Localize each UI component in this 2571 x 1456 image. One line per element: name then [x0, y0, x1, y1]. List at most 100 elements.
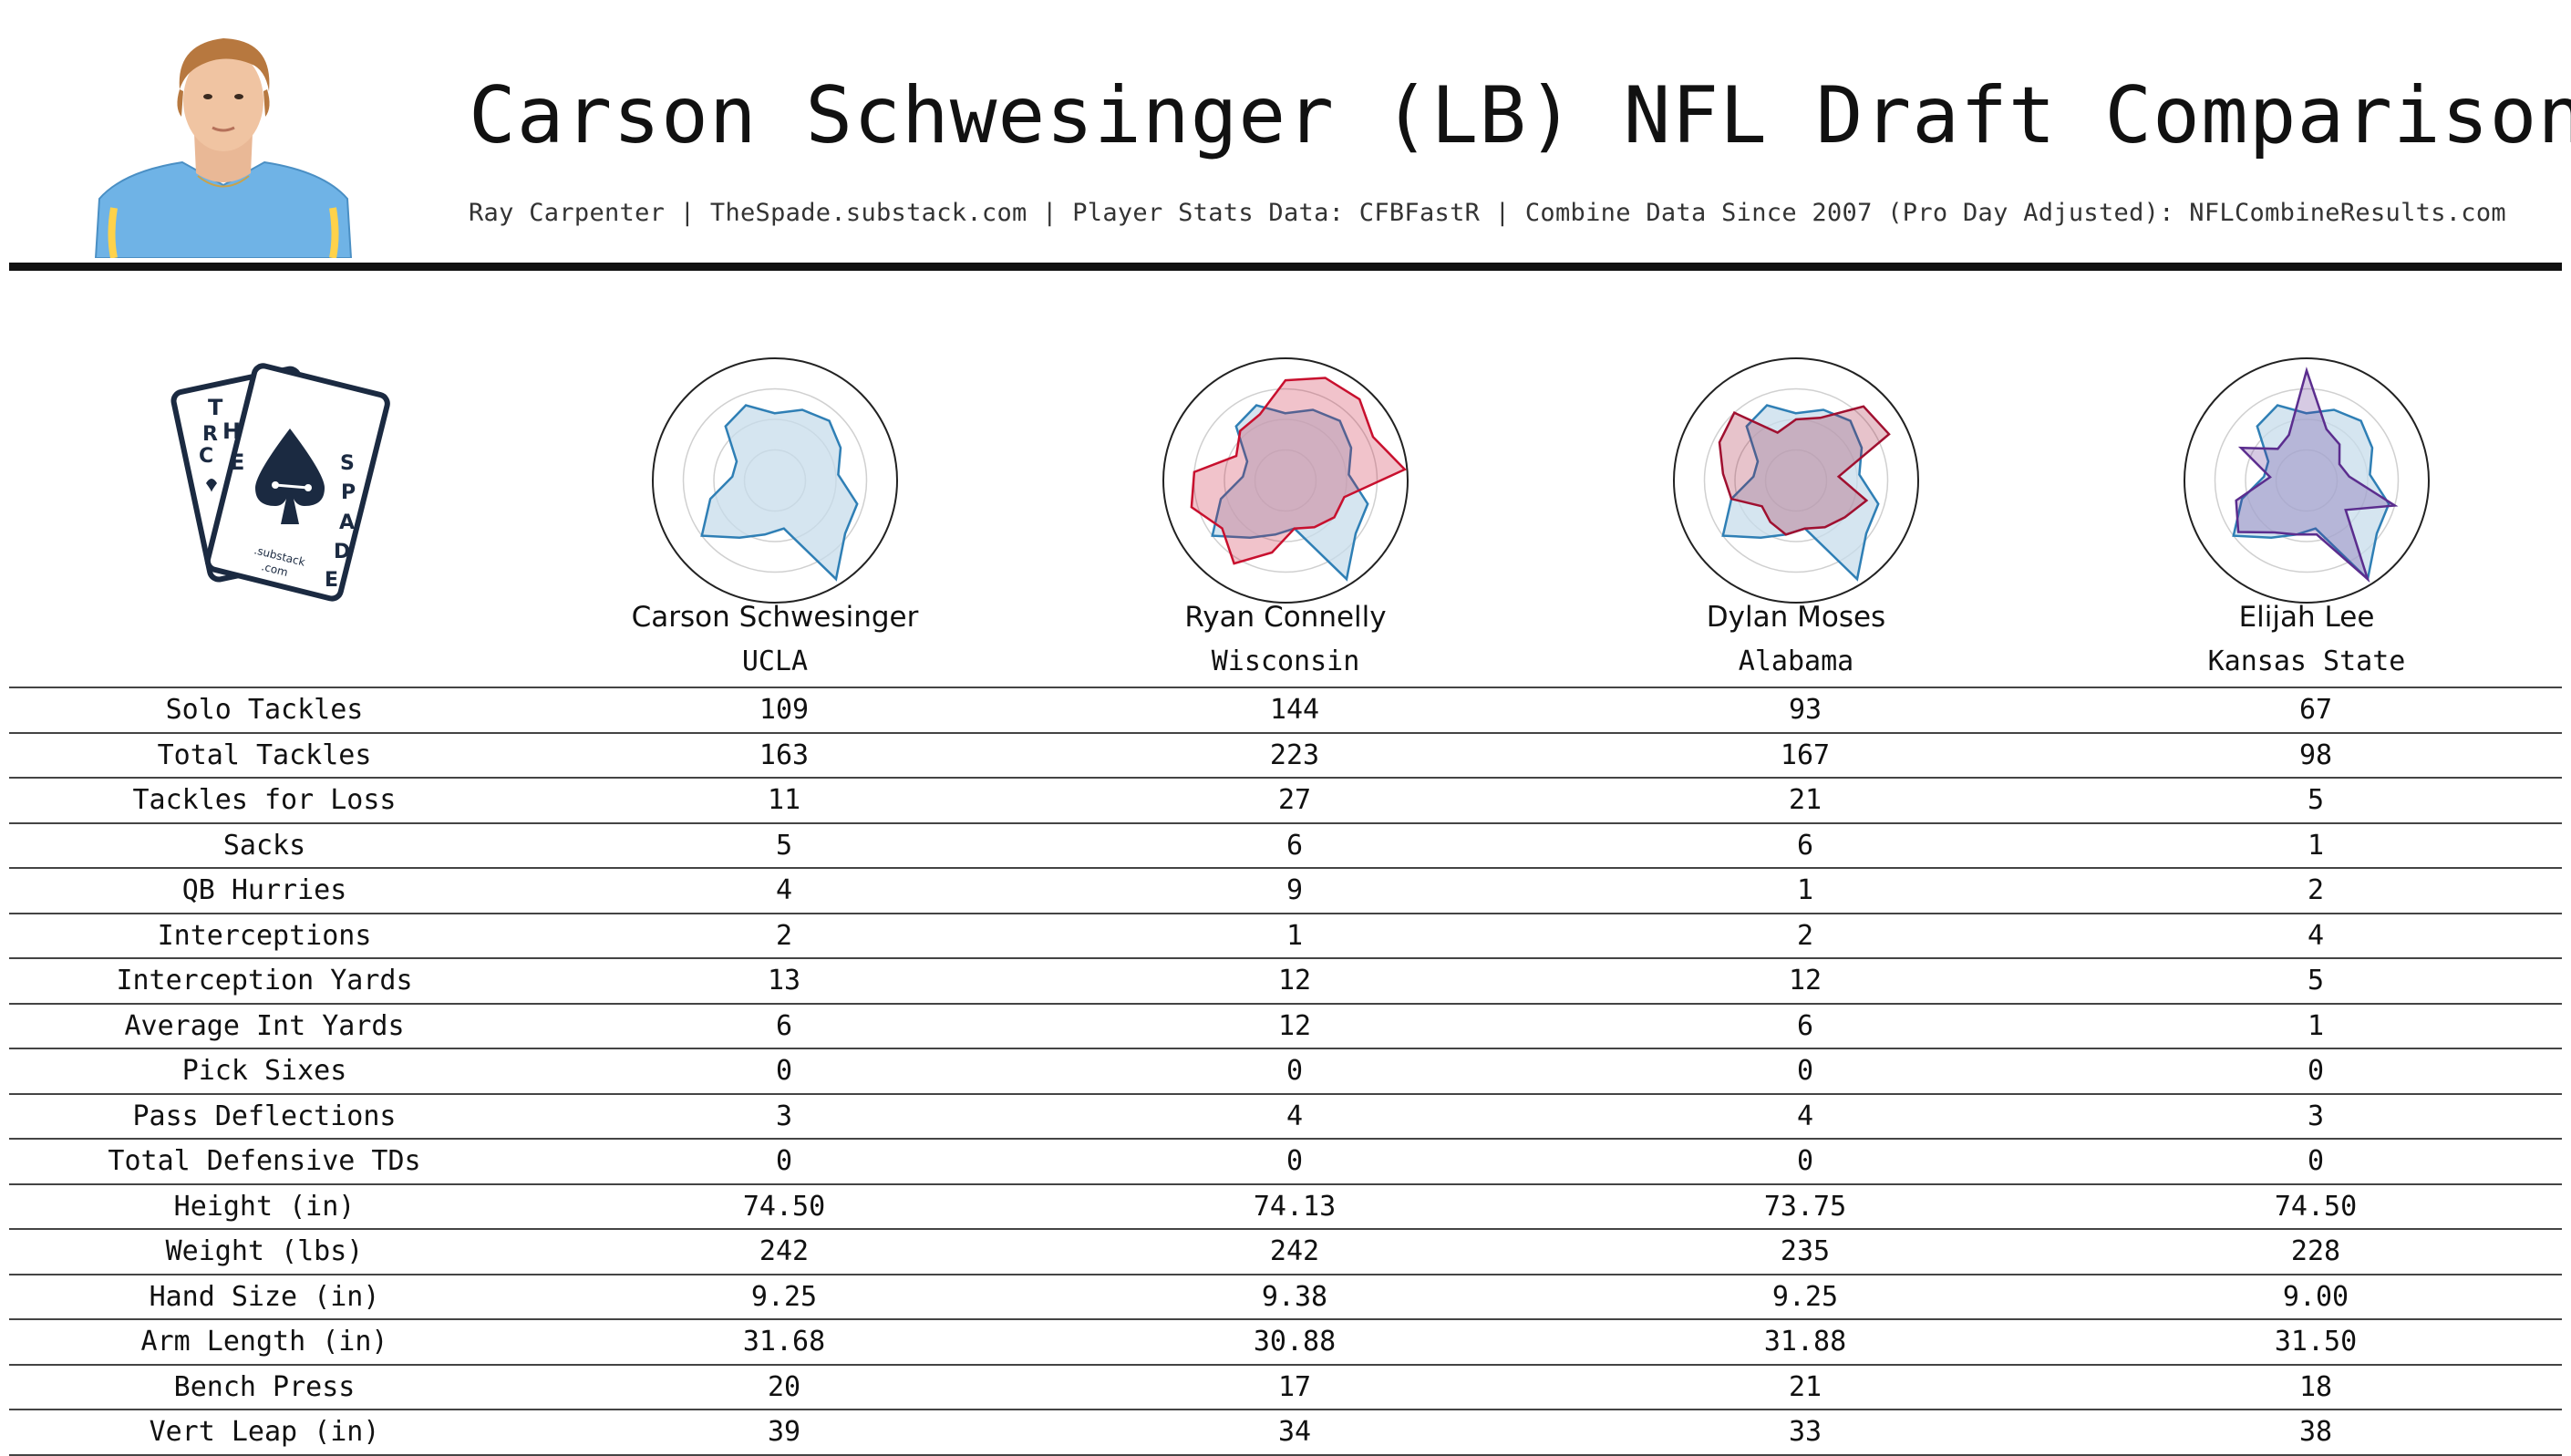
radar-grid-ring	[2214, 387, 2400, 573]
table-cell: 2	[2307, 874, 2325, 906]
row-label: Vert Leap (in)	[149, 1416, 380, 1448]
row-label: Average Int Yards	[124, 1009, 405, 1042]
table-cell: 1	[2307, 1009, 2325, 1042]
table-cell: 1	[1286, 919, 1304, 952]
row-label: Weight (lbs)	[165, 1235, 364, 1267]
table-cell: 2	[1796, 919, 1814, 952]
row-label: Bench Press	[173, 1370, 356, 1403]
svg-text:E: E	[325, 569, 338, 592]
svg-text:D: D	[334, 541, 350, 563]
table-cell: 1	[1796, 874, 1814, 906]
svg-text:.com: .com	[260, 560, 289, 579]
table-row: Total Defensive TDs 0 0 0 0	[9, 1138, 2562, 1183]
table-row: Vert Leap (in) 39 34 33 38	[9, 1409, 2562, 1456]
table-cell: 12	[1277, 965, 1312, 996]
table-cell: 4	[2307, 919, 2325, 952]
row-label: Pick Sixes	[181, 1055, 347, 1087]
header-divider	[9, 263, 2562, 271]
page-title: Carson Schwesinger (LB) NFL Draft Compar…	[469, 70, 2571, 161]
table-cell: 235	[1780, 1235, 1831, 1267]
table-cell: 30.88	[1253, 1326, 1337, 1358]
table-cell: 13	[767, 965, 801, 996]
row-label: Arm Length (in)	[140, 1326, 388, 1358]
table-cell: 4	[1796, 1100, 1814, 1132]
table-cell: 2	[775, 919, 793, 952]
table-row: Bench Press 20 17 21 18	[9, 1363, 2562, 1410]
table-row: Interception Yards 13 12 12 5	[9, 957, 2562, 1003]
table-cell: 3	[775, 1100, 793, 1132]
table-cell: 74.13	[1253, 1190, 1337, 1223]
table-cell: 67	[2298, 694, 2333, 726]
row-label: Interception Yards	[116, 965, 413, 996]
table-cell: 167	[1780, 738, 1831, 771]
radar-chart-3	[1667, 351, 1926, 610]
table-cell: 27	[1277, 784, 1312, 816]
table-cell: 109	[759, 694, 810, 726]
row-label: Total Tackles	[157, 738, 372, 771]
table-row: Pass Deflections 3 4 4 3	[9, 1092, 2562, 1139]
table-cell: 4	[1286, 1100, 1304, 1132]
the-spade-logo: T R C H E S P A D E .substack .com	[155, 342, 410, 615]
table-cell: 163	[759, 738, 810, 771]
table-cell: 228	[2290, 1235, 2341, 1267]
table-row: Pick Sixes 0 0 0 0	[9, 1048, 2562, 1093]
table-cell: 9.00	[2282, 1280, 2349, 1313]
table-cell: 6	[775, 1009, 793, 1042]
table-cell: 223	[1269, 738, 1320, 771]
table-cell: 9.25	[1771, 1280, 1839, 1313]
table-cell: 39	[767, 1416, 801, 1448]
table-cell: 0	[2307, 1055, 2325, 1087]
table-cell: 0	[775, 1145, 793, 1177]
row-label: Total Defensive TDs	[108, 1145, 421, 1177]
table-row: Solo Tackles 109 144 93 67	[9, 687, 2562, 732]
svg-text:E: E	[230, 449, 244, 475]
table-cell: 12	[1788, 965, 1822, 996]
table-cell: 0	[2307, 1145, 2325, 1177]
player-school: Wisconsin	[1211, 645, 1360, 677]
radar-chart-4	[2177, 351, 2436, 610]
table-cell: 9.25	[750, 1280, 818, 1313]
table-cell: 31.50	[2274, 1326, 2358, 1358]
table-cell: 6	[1286, 829, 1304, 862]
table-cell: 17	[1277, 1370, 1312, 1403]
table-cell: 0	[1286, 1145, 1304, 1177]
player-school: UCLA	[741, 645, 809, 677]
table-cell: 0	[1796, 1145, 1814, 1177]
svg-text:S: S	[340, 452, 355, 475]
table-cell: 74.50	[2274, 1190, 2358, 1223]
table-cell: 4	[775, 874, 793, 906]
player-name: Dylan Moses	[1706, 601, 1886, 634]
radar-series-compare	[1718, 405, 1891, 536]
row-label: Solo Tackles	[165, 694, 364, 726]
table-row: Hand Size (in) 9.25 9.38 9.25 9.00	[9, 1273, 2562, 1319]
row-label: Pass Deflections	[132, 1100, 397, 1132]
radar-series-base	[700, 404, 859, 582]
table-cell: 73.75	[1763, 1190, 1847, 1223]
svg-text:T: T	[208, 395, 223, 420]
table-cell: 144	[1269, 694, 1320, 726]
table-cell: 0	[1286, 1055, 1304, 1087]
radar-series-compare	[2235, 367, 2399, 583]
row-label: QB Hurries	[181, 874, 347, 906]
radar-series-compare	[1190, 377, 1407, 565]
row-label: Hand Size (in)	[149, 1280, 380, 1313]
svg-text:H: H	[222, 418, 241, 444]
table-cell: 34	[1277, 1416, 1312, 1448]
table-cell: 21	[1788, 784, 1822, 816]
row-label: Interceptions	[157, 919, 372, 952]
table-cell: 38	[2298, 1416, 2333, 1448]
player-name: Elijah Lee	[2238, 601, 2375, 634]
table-cell: 21	[1788, 1370, 1822, 1403]
table-cell: 18	[2298, 1370, 2333, 1403]
table-row: Total Tackles 163 223 167 98	[9, 731, 2562, 778]
radar-chart-2	[1156, 351, 1415, 610]
svg-text:A: A	[339, 511, 355, 534]
table-row: Sacks 5 6 6 1	[9, 821, 2562, 868]
table-cell: 74.50	[742, 1190, 826, 1223]
table-cell: 6	[1796, 1009, 1814, 1042]
table-cell: 242	[1269, 1235, 1320, 1267]
table-row: Arm Length (in) 31.68 30.88 31.88 31.50	[9, 1318, 2562, 1364]
table-cell: 6	[1796, 829, 1814, 862]
row-label: Height (in)	[173, 1190, 356, 1223]
radar-series-base	[1211, 404, 1369, 582]
